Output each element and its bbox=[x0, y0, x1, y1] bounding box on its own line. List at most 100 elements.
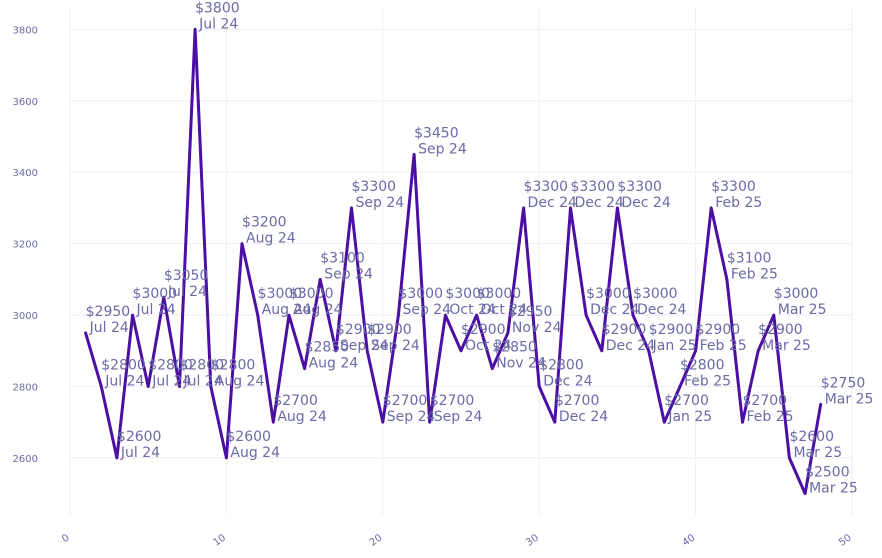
data-label-date: Oct 24 bbox=[449, 302, 496, 318]
data-label-price: $2700 bbox=[430, 393, 475, 409]
data-label-date: Jul 24 bbox=[89, 320, 129, 336]
data-label-price: $3300 bbox=[570, 179, 615, 195]
data-label-price: $3100 bbox=[320, 250, 365, 266]
data-label-price: $3000 bbox=[445, 286, 490, 302]
data-label-date: Jul 24 bbox=[198, 16, 238, 32]
data-label-price: $2500 bbox=[805, 465, 850, 481]
data-label-date: Sep 24 bbox=[340, 338, 389, 354]
data-label-price: $2600 bbox=[789, 429, 834, 445]
data-label-date: Jan 25 bbox=[652, 338, 697, 354]
data-label-date: Dec 24 bbox=[559, 409, 608, 425]
data-label-date: Feb 25 bbox=[700, 338, 747, 354]
data-label-date: Jul 24 bbox=[120, 445, 160, 461]
data-label-date: Feb 25 bbox=[715, 195, 762, 211]
data-label-date: Nov 24 bbox=[512, 320, 562, 336]
data-label-date: Dec 24 bbox=[528, 195, 577, 211]
data-label-price: $2850 bbox=[305, 340, 350, 356]
data-label-price: $2900 bbox=[336, 322, 381, 338]
data-label-price: $2700 bbox=[743, 393, 788, 409]
price-series-line bbox=[84, 27, 823, 496]
data-label-price: $3000 bbox=[398, 286, 443, 302]
data-label-price: $2800 bbox=[211, 357, 256, 373]
data-label-price: $3000 bbox=[477, 286, 522, 302]
data-label-price: $2800 bbox=[680, 357, 725, 373]
data-label-price: $2800 bbox=[179, 357, 224, 373]
data-label-date: Dec 24 bbox=[621, 195, 670, 211]
y-tick-label: 3000 bbox=[13, 311, 38, 322]
data-label-date: Jul 24 bbox=[182, 373, 222, 389]
data-label-price: $3800 bbox=[195, 0, 240, 16]
data-label-price: $2900 bbox=[649, 322, 694, 338]
x-tick-label: 10 bbox=[211, 532, 228, 548]
data-label-date: Sep 24 bbox=[434, 409, 483, 425]
data-label-date: Oct 24 bbox=[465, 338, 512, 354]
data-label-date: Feb 25 bbox=[684, 373, 731, 389]
data-label-price: $2900 bbox=[461, 322, 506, 338]
data-label-price: $2800 bbox=[101, 357, 146, 373]
data-label-price: $3200 bbox=[242, 215, 287, 231]
data-label-date: Mar 25 bbox=[793, 445, 842, 461]
x-tick-label: 0 bbox=[60, 532, 72, 545]
data-label-price: $2800 bbox=[539, 357, 584, 373]
data-label-price: $2700 bbox=[555, 393, 600, 409]
data-label-price: $2950 bbox=[508, 304, 553, 320]
x-axis: 0 10 20 30 40 50 bbox=[60, 532, 854, 548]
data-label-date: Jul 24 bbox=[151, 373, 191, 389]
y-tick-label: 3800 bbox=[13, 25, 38, 36]
data-label-price: $3300 bbox=[524, 179, 569, 195]
data-label-price: $2700 bbox=[664, 393, 709, 409]
data-label-date: Dec 24 bbox=[590, 302, 639, 318]
y-axis: 2600 2800 3000 3200 3400 3600 3800 bbox=[13, 25, 38, 464]
data-label-price: $3000 bbox=[133, 286, 178, 302]
x-tick-label: 50 bbox=[837, 532, 854, 548]
data-label-date: Mar 25 bbox=[809, 481, 858, 497]
data-label-price: $3000 bbox=[258, 286, 303, 302]
data-label-price: $2600 bbox=[226, 429, 271, 445]
data-label-date: Sep 24 bbox=[324, 266, 373, 282]
data-label-price: $3000 bbox=[633, 286, 678, 302]
data-label-price: $2900 bbox=[602, 322, 647, 338]
x-tick-label: 20 bbox=[368, 532, 385, 548]
data-label-date: Aug 24 bbox=[277, 409, 327, 425]
data-label-date: Sep 24 bbox=[402, 302, 451, 318]
data-label-date: Dec 24 bbox=[606, 338, 655, 354]
data-label-price: $3300 bbox=[617, 179, 662, 195]
data-label-price: $2700 bbox=[273, 393, 318, 409]
data-label-date: Sep 24 bbox=[356, 195, 405, 211]
data-label-date: Mar 25 bbox=[825, 391, 874, 407]
data-label-date: Feb 25 bbox=[731, 266, 778, 282]
data-label-date: Dec 24 bbox=[637, 302, 686, 318]
